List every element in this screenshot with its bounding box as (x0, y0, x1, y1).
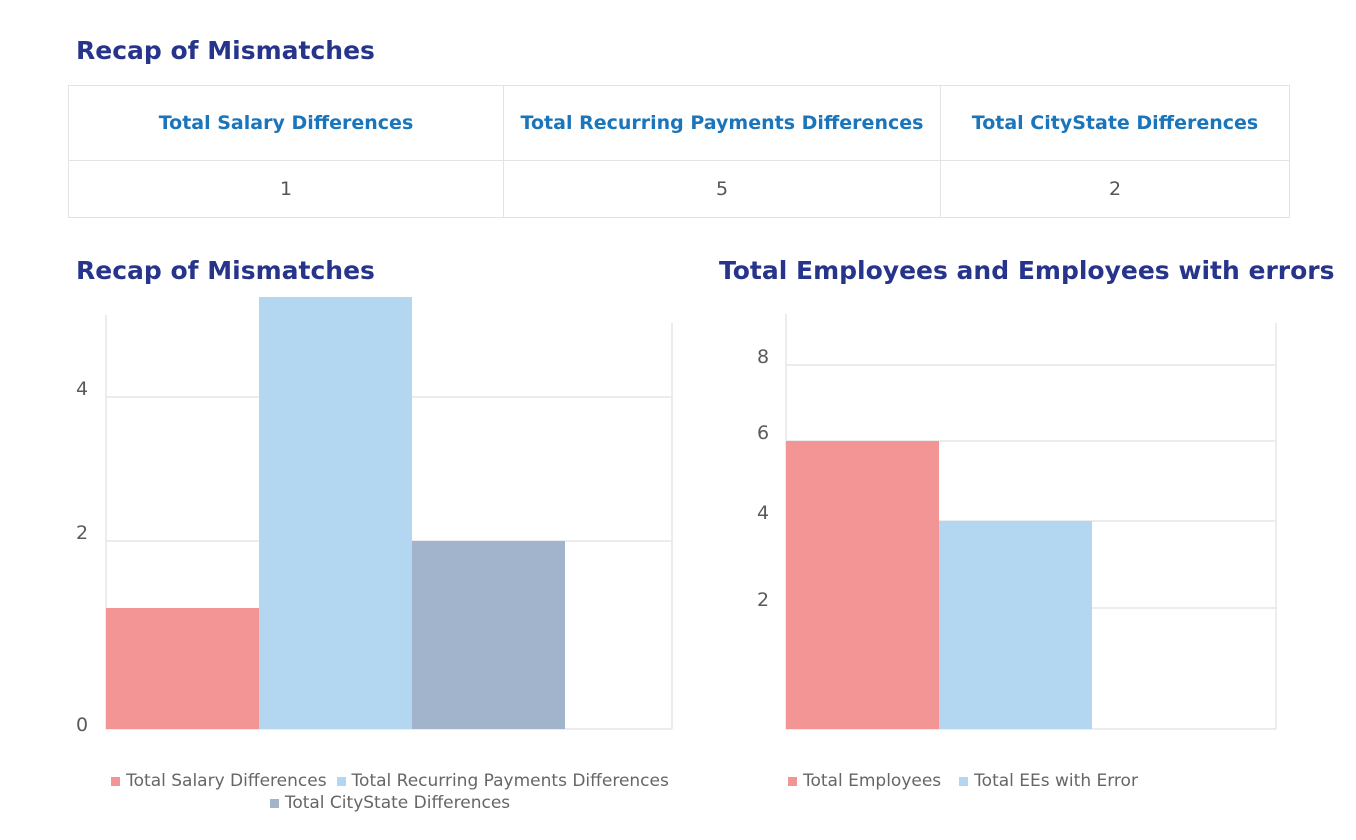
summary-title: Recap of Mismatches (76, 36, 375, 65)
chart1-title: Recap of Mismatches (76, 256, 375, 285)
chart1-legend: Total Salary Differences Total Recurring … (80, 771, 700, 813)
legend-swatch-icon (269, 799, 279, 808)
value-salary: 1 (68, 160, 504, 218)
value-recurring: 5 (503, 160, 941, 218)
legend-item[interactable]: Total CityState Differences (269, 793, 511, 813)
legend-item[interactable]: Total EEs with Error (959, 771, 1138, 791)
legend-label: Total Recurring Payments Differences (351, 771, 669, 791)
y-tick-label: 2 (757, 589, 769, 611)
chart2-title: Total Employees and Employees with error… (719, 256, 1335, 285)
legend-swatch-icon (959, 777, 969, 786)
legend-swatch-icon (788, 777, 797, 786)
legend-label: Total Employees (803, 771, 942, 791)
bar-total-citystate-differences (412, 541, 565, 729)
y-tick-label: 2 (76, 522, 88, 544)
legend-label: Total Salary Differences (126, 771, 327, 791)
y-tick-label: 0 (76, 714, 88, 736)
summary-table: Total Salary Differences Total Recurring… (68, 85, 1290, 218)
legend-swatch-icon (336, 777, 346, 786)
bar-total-ees-with-error (939, 521, 1092, 729)
bar-total-recurring-payments-differences (259, 297, 412, 729)
y-tick-label: 4 (757, 502, 769, 524)
legend-item[interactable]: Total Employees (788, 771, 941, 791)
bar-total-employees (786, 441, 939, 729)
legend-item[interactable]: Total Recurring Payments Differences (336, 771, 669, 791)
y-tick-label: 6 (757, 422, 769, 444)
chart2-legend: Total Employees Total EEs with Error (760, 771, 1208, 791)
legend-label: Total EEs with Error (974, 771, 1138, 791)
header-citystate: Total CityState Differences (940, 85, 1290, 161)
legend-swatch-icon (111, 777, 121, 786)
header-salary: Total Salary Differences (68, 85, 504, 161)
y-tick-label: 8 (757, 346, 769, 368)
bar-total-salary-differences (106, 608, 259, 729)
value-citystate: 2 (940, 160, 1290, 218)
y-tick-label: 4 (76, 378, 88, 400)
legend-label: Total CityState Differences (284, 793, 511, 813)
header-recurring: Total Recurring Payments Differences (503, 85, 941, 161)
legend-item[interactable]: Total Salary Differences (111, 771, 327, 791)
